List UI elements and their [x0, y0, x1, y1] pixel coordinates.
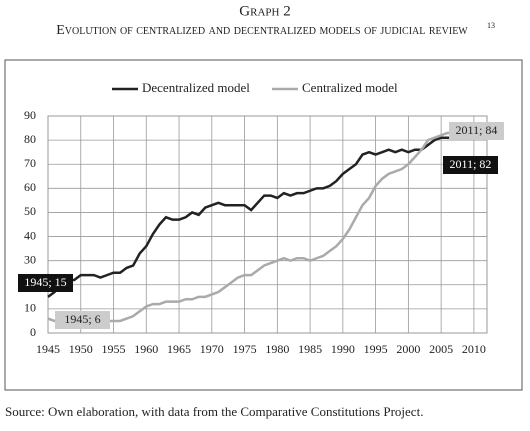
y-tick-label: 0 [30, 325, 36, 339]
annotation: 1945; 15 [24, 275, 66, 289]
chart-title: Graph 2 [239, 3, 290, 19]
x-tick-label: 1950 [69, 342, 93, 356]
y-tick-label: 80 [24, 132, 36, 146]
series-line [47, 129, 481, 323]
source-note: Source: Own elaboration, with data from … [5, 404, 423, 419]
annotation: 2011; 84 [456, 123, 498, 137]
y-tick-label: 30 [24, 252, 36, 266]
x-tick-label: 1970 [200, 342, 224, 356]
y-tick-label: 50 [24, 204, 36, 218]
annotation-box [18, 274, 73, 292]
x-tick-label: 2005 [429, 342, 453, 356]
legend-label: Centralized model [302, 80, 398, 95]
y-tick-label: 60 [24, 180, 36, 194]
series-line [47, 134, 481, 298]
x-tick-label: 1995 [364, 342, 388, 356]
chart-frame [4, 59, 523, 391]
annotation-box [443, 156, 498, 174]
x-tick-label: 1955 [102, 342, 126, 356]
x-tick-label: 1960 [134, 342, 158, 356]
legend-label: Decentralized model [142, 80, 250, 95]
x-tick-label: 1990 [331, 342, 355, 356]
x-tick-label: 1975 [233, 342, 257, 356]
x-tick-label: 2010 [462, 342, 486, 356]
x-tick-label: 1965 [167, 342, 191, 356]
annotation: 2011; 82 [450, 157, 492, 171]
y-tick-label: 10 [24, 301, 36, 315]
y-tick-label: 90 [24, 108, 36, 122]
y-tick-label: 40 [24, 228, 36, 242]
chart-subtitle: Evolution of centralized and decentraliz… [56, 23, 468, 38]
annotation: 1945; 6 [64, 312, 100, 326]
y-tick-label: 70 [24, 156, 36, 170]
x-tick-label: 1980 [265, 342, 289, 356]
x-tick-label: 1945 [36, 342, 60, 356]
annotation-box [55, 311, 110, 329]
footnote-ref: 13 [487, 21, 495, 30]
annotation-box [449, 122, 504, 140]
x-tick-label: 1985 [298, 342, 322, 356]
x-tick-label: 2000 [396, 342, 420, 356]
